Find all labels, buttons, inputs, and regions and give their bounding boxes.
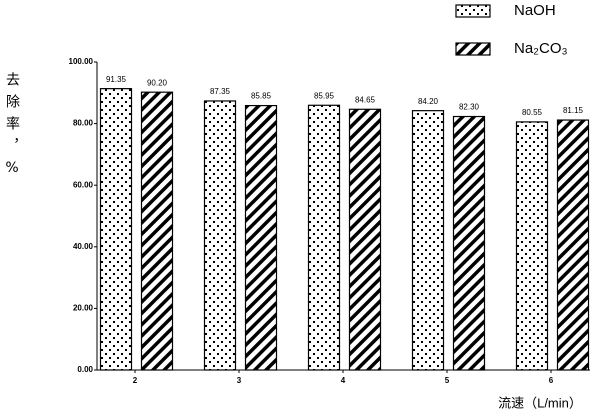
value-label: 82.30 <box>459 103 480 112</box>
x-tick-label: 5 <box>445 376 450 385</box>
value-label: 90.20 <box>147 78 168 87</box>
x-tick-label: 6 <box>549 376 554 385</box>
y-axis-label: 去除率，% <box>4 72 20 184</box>
bar <box>99 88 133 371</box>
y-tick-label: 40.00 <box>73 242 94 251</box>
value-label: 84.20 <box>418 97 439 106</box>
bar <box>244 104 278 371</box>
x-tick-label: 4 <box>341 376 346 385</box>
bar <box>203 100 237 371</box>
x-axis-label: 流速（L/min） <box>498 395 582 410</box>
bar <box>307 104 341 371</box>
value-label: 85.85 <box>251 92 272 101</box>
legend-swatch <box>455 42 491 56</box>
value-label: 81.15 <box>563 106 584 115</box>
bar <box>515 121 549 371</box>
y-tick-label: 0.00 <box>77 365 93 374</box>
x-tick-label: 2 <box>133 376 138 385</box>
y-tick-label: 20.00 <box>73 304 94 313</box>
y-tick-label: 60.00 <box>73 180 94 189</box>
y-tick-label: 80.00 <box>73 119 94 128</box>
y-tick-label: 100.00 <box>69 57 94 66</box>
legend-label: Na₂CO₃ <box>514 40 568 57</box>
value-label: 91.35 <box>106 75 127 84</box>
x-tick-label: 3 <box>237 376 242 385</box>
value-label: 87.35 <box>210 87 231 96</box>
value-label: 80.55 <box>522 108 543 117</box>
legend-label: NaOH <box>514 2 556 19</box>
bar <box>452 115 486 371</box>
value-label: 84.65 <box>355 95 376 104</box>
value-label: 85.95 <box>314 91 335 100</box>
bar <box>140 91 174 371</box>
bar <box>348 108 382 371</box>
bar <box>556 119 590 371</box>
bar <box>411 110 445 371</box>
legend-swatch <box>455 4 491 18</box>
